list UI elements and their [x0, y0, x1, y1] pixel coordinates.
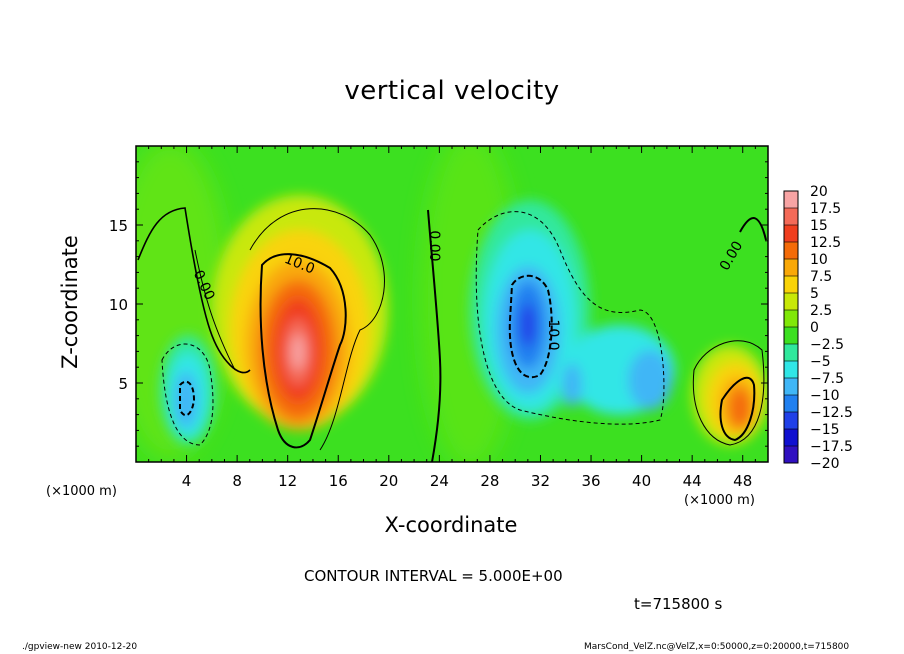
colorbar-swatch: [784, 191, 798, 209]
time-stamp: t=715800 s: [634, 595, 723, 613]
colorbar-label: −2.5: [810, 337, 844, 353]
contour-zero-left: [137, 207, 251, 374]
x-tick-label: 44: [683, 472, 702, 490]
colorbar-label: 5: [810, 286, 819, 302]
updraft-main: [212, 195, 388, 430]
colorbar-label: 12.5: [810, 235, 841, 251]
x-tick-label: 48: [733, 472, 752, 490]
x-tick-label: 36: [581, 472, 600, 490]
colorbar-label: 10: [810, 252, 828, 268]
colorbar-swatch: [784, 344, 798, 362]
contour-interval-note: CONTOUR INTERVAL = 5.000E+00: [304, 567, 563, 585]
colorbar-swatch: [784, 446, 798, 464]
colorbar-swatch: [784, 429, 798, 447]
downdraft-left: [160, 335, 216, 445]
colorbar-label: 2.5: [810, 303, 832, 319]
colorbar-label: 0: [810, 320, 819, 336]
colorbar-label: −17.5: [810, 439, 853, 455]
contour-ten-updraft: [259, 253, 347, 449]
y-tick-label: 10: [109, 296, 128, 314]
x-tick-label: 32: [531, 472, 550, 490]
colorbar-swatch: [784, 310, 798, 328]
colorbar-label: −5: [810, 354, 831, 370]
colorbar-label: 20: [810, 184, 828, 200]
colorbar-swatch: [784, 361, 798, 379]
colorbar-label: 15: [810, 218, 828, 234]
x-tick-label: 28: [480, 472, 499, 490]
colorbar-label: −20: [810, 456, 840, 472]
colorbar-swatch: [784, 276, 798, 294]
colorbar-swatch: [784, 225, 798, 243]
x-tick-label: 20: [379, 472, 398, 490]
velocity-field: [136, 146, 768, 462]
colorbar-label: −7.5: [810, 371, 844, 387]
x-tick-label: 8: [232, 472, 242, 490]
x-tick-label: 24: [430, 472, 449, 490]
x-tick-label: 4: [182, 472, 192, 490]
chart-title: vertical velocity: [344, 76, 560, 106]
colorbar-swatch: [784, 242, 798, 260]
colorbar-swatch: [784, 293, 798, 311]
contour-label: 0.00: [426, 230, 442, 261]
colorbar: 2017.51512.5107.552.50−2.5−5−7.5−10−12.5…: [783, 184, 853, 472]
colorbar-label: −15: [810, 422, 840, 438]
colorbar-label: −10: [810, 388, 840, 404]
colorbar-swatch: [784, 259, 798, 277]
y-tick-label: 5: [118, 375, 128, 393]
colorbar-swatch: [784, 412, 798, 430]
x-axis-label: X-coordinate: [384, 513, 518, 537]
y-tick-label: 15: [109, 217, 128, 235]
colorbar-swatch: [784, 395, 798, 413]
colorbar-swatch: [784, 208, 798, 226]
contour-zero-center: [427, 209, 442, 462]
colorbar-label: 17.5: [810, 201, 841, 217]
y-axis-label: Z-coordinate: [58, 235, 82, 369]
footer-left: ./gpview-new 2010-12-20: [22, 642, 138, 652]
colorbar-label: 7.5: [810, 269, 832, 285]
x-tick-label: 12: [278, 472, 297, 490]
footer-right: MarsCond_VelZ.nc@VelZ,x=0:50000,z=0:2000…: [584, 642, 850, 652]
x-tick-label: 40: [632, 472, 651, 490]
x-axis: 4 8 12 16 20 24 28 32 36 40 44 48: [148, 146, 756, 490]
contour-lines: [137, 207, 767, 462]
contour-label: 10.0: [545, 319, 561, 350]
colorbar-label: −12.5: [810, 405, 853, 421]
colorbar-swatch: [784, 378, 798, 396]
updraft-right: [692, 345, 768, 445]
x-unit-left: (×1000 m): [46, 484, 117, 499]
colorbar-swatch: [784, 327, 798, 345]
x-tick-label: 16: [329, 472, 348, 490]
x-unit-right: (×1000 m): [684, 493, 755, 508]
y-axis: 5 10 15: [109, 161, 768, 447]
